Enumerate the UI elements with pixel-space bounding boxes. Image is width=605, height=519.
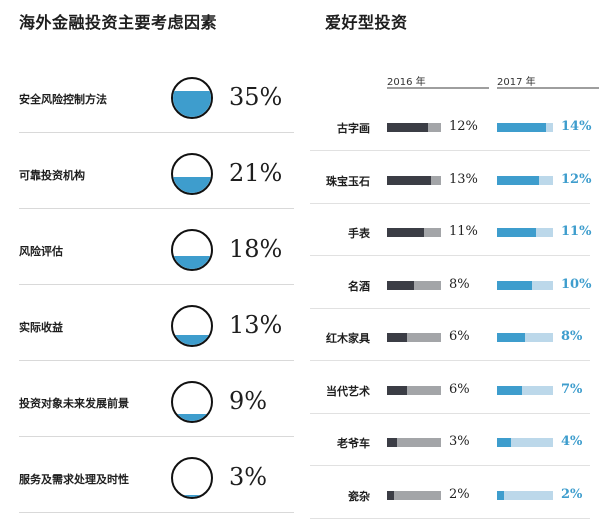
bar-track-2017: [497, 386, 553, 395]
row-divider: [19, 208, 294, 209]
value-label-2016: 6%: [449, 382, 470, 397]
gauge-fill: [173, 495, 211, 497]
bar-track-2016: [387, 123, 441, 132]
factor-percentage: 13%: [229, 311, 283, 339]
right-chart-title: 爱好型投资: [325, 13, 408, 32]
value-label-2016: 11%: [449, 224, 478, 239]
bar-2016: [387, 491, 394, 500]
factor-label: 风险评估: [19, 245, 63, 258]
gauge-circle: [171, 153, 213, 195]
bar-track-2016: [387, 176, 441, 185]
bar-track-2016: [387, 438, 441, 447]
factor-percentage: 9%: [229, 387, 268, 415]
category-divider: [310, 413, 590, 414]
category-divider: [310, 150, 590, 151]
bar-track-2017: [497, 228, 553, 237]
value-label-2016: 3%: [449, 434, 470, 449]
year-header-rule: [387, 87, 489, 89]
category-divider: [310, 360, 590, 361]
bar-2016: [387, 438, 397, 447]
bar-2017: [497, 281, 532, 290]
bar-2016: [387, 123, 428, 132]
bar-track-2017: [497, 281, 553, 290]
category-label: 名酒: [348, 280, 370, 293]
value-label-2017: 8%: [561, 329, 583, 344]
gauge-fill: [173, 335, 211, 345]
factor-label: 可靠投资机构: [19, 169, 85, 182]
bar-track-2016: [387, 386, 441, 395]
value-label-2016: 8%: [449, 277, 470, 292]
value-label-2017: 12%: [561, 172, 592, 187]
factor-label: 投资对象未来发展前景: [19, 397, 129, 410]
factor-percentage: 18%: [229, 235, 283, 263]
category-divider: [310, 203, 590, 204]
bar-track-2017: [497, 438, 553, 447]
row-divider: [19, 360, 294, 361]
bar-2016: [387, 228, 424, 237]
value-label-2016: 2%: [449, 487, 470, 502]
gauge-circle: [171, 305, 213, 347]
value-label-2016: 6%: [449, 329, 470, 344]
category-label: 当代艺术: [326, 385, 370, 398]
row-divider: [19, 512, 294, 513]
year-header-rule: [497, 87, 599, 89]
factor-percentage: 35%: [229, 83, 283, 111]
bar-track-2017: [497, 491, 553, 500]
year-header: 2016 年: [387, 77, 426, 88]
factor-percentage: 21%: [229, 159, 283, 187]
bar-2016: [387, 281, 414, 290]
factor-label: 安全风险控制方法: [19, 93, 107, 106]
value-label-2017: 4%: [561, 434, 583, 449]
value-label-2017: 10%: [561, 277, 592, 292]
bar-2017: [497, 228, 536, 237]
bar-track-2016: [387, 491, 441, 500]
category-divider: [310, 308, 590, 309]
bar-2016: [387, 176, 431, 185]
left-chart-title: 海外金融投资主要考虑因素: [19, 13, 218, 32]
category-label: 珠宝玉石: [326, 175, 370, 188]
bar-2017: [497, 176, 539, 185]
bar-2016: [387, 386, 407, 395]
bar-2017: [497, 386, 522, 395]
value-label-2017: 11%: [561, 224, 592, 239]
gauge-fill: [173, 91, 211, 117]
value-label-2017: 7%: [561, 382, 583, 397]
year-header: 2017 年: [497, 77, 536, 88]
gauge-circle: [171, 77, 213, 119]
bar-2017: [497, 491, 504, 500]
bar-2017: [497, 123, 546, 132]
bar-track-2016: [387, 333, 441, 342]
gauge-fill: [173, 177, 211, 193]
gauge-fill: [173, 256, 211, 269]
category-label: 手表: [348, 227, 370, 240]
category-label: 古字画: [337, 122, 370, 135]
bar-2017: [497, 333, 525, 342]
category-label: 老爷车: [337, 437, 370, 450]
category-label: 红木家具: [326, 332, 370, 345]
factor-label: 服务及需求处理及时性: [19, 473, 129, 486]
bar-track-2016: [387, 228, 441, 237]
value-label-2017: 2%: [561, 487, 583, 502]
gauge-circle: [171, 457, 213, 499]
row-divider: [19, 284, 294, 285]
bar-track-2017: [497, 123, 553, 132]
factor-label: 实际收益: [19, 321, 63, 334]
value-label-2017: 14%: [561, 119, 592, 134]
value-label-2016: 13%: [449, 172, 478, 187]
value-label-2016: 12%: [449, 119, 478, 134]
category-divider: [310, 465, 590, 466]
gauge-fill: [173, 414, 211, 421]
bar-2017: [497, 438, 511, 447]
bar-track-2017: [497, 333, 553, 342]
category-label: 瓷杂: [348, 490, 370, 503]
bar-track-2016: [387, 281, 441, 290]
category-divider: [310, 255, 590, 256]
bar-2016: [387, 333, 407, 342]
row-divider: [19, 132, 294, 133]
bar-track-2017: [497, 176, 553, 185]
row-divider: [19, 436, 294, 437]
gauge-circle: [171, 381, 213, 423]
gauge-circle: [171, 229, 213, 271]
factor-percentage: 3%: [229, 463, 268, 491]
